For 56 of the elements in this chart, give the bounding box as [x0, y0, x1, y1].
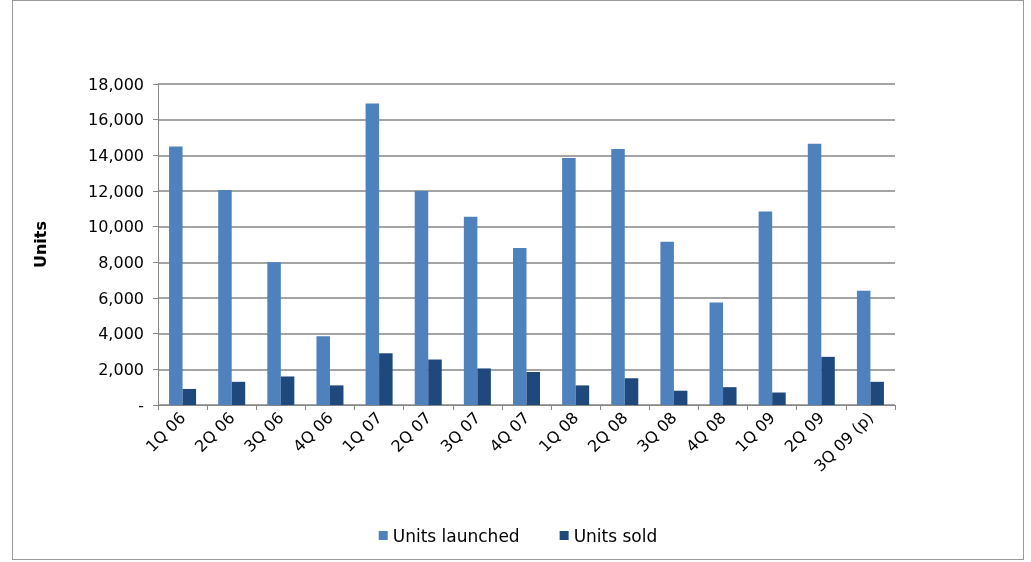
legend-label: Units sold: [573, 525, 658, 546]
legend-label: Units launched: [392, 525, 520, 546]
bar: [280, 376, 295, 405]
bar: [182, 388, 197, 405]
y-tick-label: 6,000: [98, 288, 144, 308]
x-tick-label: 2Q 06: [190, 408, 239, 456]
bar: [856, 290, 871, 405]
bar: [611, 149, 625, 405]
bar: [562, 158, 576, 405]
bar: [267, 262, 281, 405]
y-tick-label: 12,000: [88, 181, 144, 201]
x-tick-label: 4Q 07: [485, 408, 534, 456]
x-tick-label: 1Q 09: [731, 408, 779, 456]
x-tick-label: 3Q 08: [633, 408, 681, 456]
bar: [758, 211, 773, 405]
bar: [316, 336, 330, 405]
bar: [477, 368, 491, 405]
bar: [329, 385, 344, 405]
y-tick-label: 10,000: [88, 217, 144, 237]
x-tick-label: 3Q 06: [240, 408, 288, 456]
y-tick-label: 4,000: [98, 324, 144, 344]
y-tick-label: 18,000: [88, 74, 144, 94]
bar: [807, 143, 822, 405]
bar: [870, 381, 884, 405]
bar: [365, 103, 380, 405]
bar: [723, 387, 737, 405]
bar: [526, 372, 541, 405]
bar: [379, 353, 393, 405]
bar: [169, 146, 183, 405]
x-tick-label: 2Q 08: [583, 408, 632, 456]
bar: [821, 356, 835, 405]
y-tick-label: 16,000: [88, 110, 144, 130]
x-tick-label: 1Q 07: [338, 408, 386, 456]
y-tick-label: 2,000: [98, 359, 144, 379]
x-tick-label: 4Q 08: [682, 408, 730, 456]
bar: [512, 248, 527, 405]
bar: [709, 302, 724, 405]
bar: [660, 241, 674, 405]
bar: [575, 385, 590, 405]
y-tick-label: -: [138, 395, 144, 415]
y-tick-label: 14,000: [88, 145, 144, 165]
bar: [673, 390, 688, 405]
bar: [218, 190, 232, 405]
bar: [624, 378, 639, 405]
bar: [428, 359, 442, 405]
x-tick-label: 1Q 08: [534, 408, 583, 456]
bar: [772, 392, 786, 405]
bar: [231, 381, 246, 405]
bar: [414, 191, 429, 405]
y-axis-title: Units: [30, 220, 50, 269]
x-tick-label: 3Q 07: [436, 408, 485, 456]
x-tick-label: 2Q 07: [387, 408, 435, 456]
y-tick-label: 8,000: [98, 252, 144, 272]
x-tick-label: 4Q 06: [289, 408, 337, 456]
bar: [463, 216, 478, 405]
x-tick-label: 1Q 06: [141, 408, 190, 456]
